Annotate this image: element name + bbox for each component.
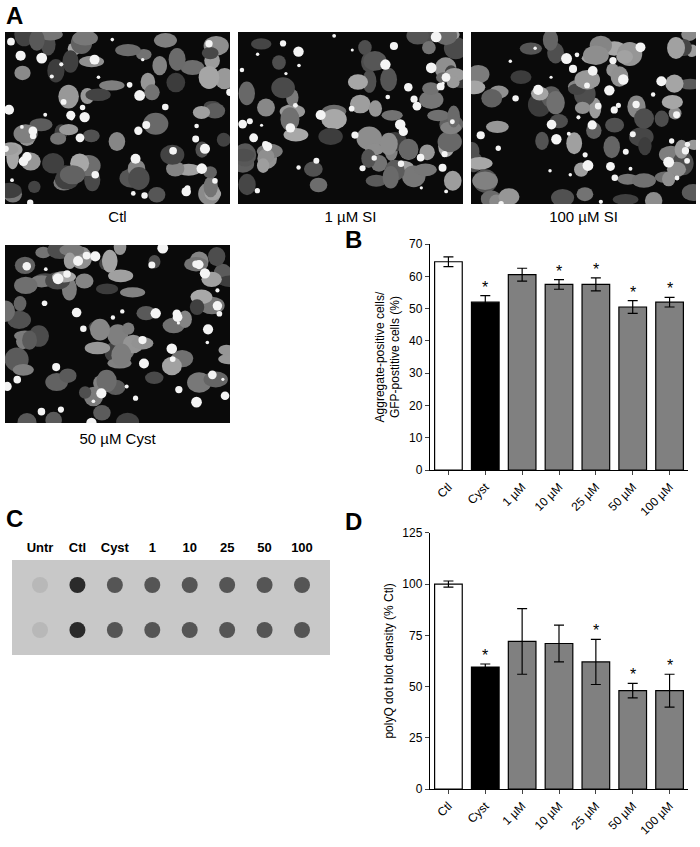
html-text:50: 50 bbox=[257, 540, 272, 555]
svg-text:10 µM: 10 µM bbox=[532, 480, 566, 514]
svg-text:100: 100 bbox=[402, 577, 422, 591]
svg-text:*: * bbox=[667, 657, 673, 674]
svg-text:30: 30 bbox=[409, 366, 423, 380]
svg-text:*: * bbox=[482, 279, 488, 296]
svg-text:70: 70 bbox=[409, 237, 423, 251]
svg-text:25 µM: 25 µM bbox=[569, 480, 603, 514]
svg-text:*: * bbox=[667, 280, 673, 297]
html-text:D: D bbox=[345, 508, 363, 535]
svg-text:25: 25 bbox=[409, 731, 423, 745]
svg-text:60: 60 bbox=[409, 270, 423, 284]
svg-text:Ctl: Ctl bbox=[435, 799, 455, 819]
html-text:C: C bbox=[6, 505, 24, 532]
svg-text:10 µM: 10 µM bbox=[532, 799, 566, 833]
svg-text:*: * bbox=[630, 666, 636, 683]
svg-text:100 µM: 100 µM bbox=[638, 480, 676, 518]
html-text:1 µM SI: 1 µM SI bbox=[324, 208, 377, 225]
svg-text:125: 125 bbox=[402, 526, 422, 540]
svg-text:20: 20 bbox=[409, 399, 423, 413]
svg-text:25 µM: 25 µM bbox=[569, 799, 603, 833]
svg-text:0: 0 bbox=[416, 782, 423, 796]
svg-text:50: 50 bbox=[409, 680, 423, 694]
svg-text:1 µM: 1 µM bbox=[500, 480, 529, 509]
svg-text:Cyst: Cyst bbox=[465, 799, 492, 826]
svg-text:50 µM: 50 µM bbox=[605, 799, 639, 833]
svg-text:1 µM: 1 µM bbox=[500, 799, 529, 828]
svg-text:*: * bbox=[593, 261, 599, 278]
svg-text:Ctl: Ctl bbox=[435, 480, 455, 500]
svg-text:*: * bbox=[556, 263, 562, 280]
svg-text:Cyst: Cyst bbox=[465, 480, 492, 507]
html-text:1: 1 bbox=[148, 540, 156, 555]
svg-text:10: 10 bbox=[409, 431, 423, 445]
html-text:Ctl: Ctl bbox=[108, 208, 127, 225]
html-text:50 µM Cyst: 50 µM Cyst bbox=[79, 430, 156, 447]
html-text:25: 25 bbox=[219, 540, 235, 555]
svg-text:*: * bbox=[630, 284, 636, 301]
html-text:B: B bbox=[345, 226, 363, 253]
svg-text:50: 50 bbox=[409, 302, 423, 316]
html-text:Ctl: Ctl bbox=[68, 540, 87, 555]
html-text:10: 10 bbox=[182, 540, 197, 555]
svg-text:Aggregate-positive cells/GFP-p: Aggregate-positive cells/GFP-postitive c… bbox=[373, 291, 403, 422]
svg-text:40: 40 bbox=[409, 334, 423, 348]
html-text:Cyst: Cyst bbox=[100, 540, 129, 555]
svg-text:*: * bbox=[593, 622, 599, 639]
html-text:100 µM SI: 100 µM SI bbox=[549, 208, 618, 225]
svg-text:50 µM: 50 µM bbox=[605, 480, 639, 514]
svg-text:0: 0 bbox=[416, 463, 423, 477]
html-text:100: 100 bbox=[291, 540, 313, 555]
html-text:A: A bbox=[6, 2, 24, 29]
svg-text:*: * bbox=[482, 647, 488, 664]
svg-text:100 µM: 100 µM bbox=[638, 799, 676, 837]
svg-text:75: 75 bbox=[409, 629, 423, 643]
svg-text:polyQ dot blot density (% Ctl): polyQ dot blot density (% Ctl) bbox=[382, 583, 396, 738]
html-text:Untr: Untr bbox=[26, 540, 54, 555]
